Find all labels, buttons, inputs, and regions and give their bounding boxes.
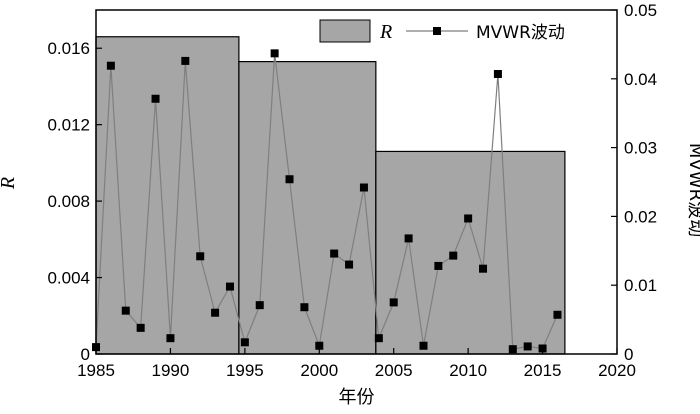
mvwr-point-2009: [449, 251, 458, 260]
x-tick-label: 1990: [152, 361, 190, 380]
mvwr-point-2006: [404, 234, 413, 243]
r-bar-1: [95, 36, 240, 355]
legend-marker-swatch: [433, 27, 441, 35]
mvwr-point-1988: [136, 323, 145, 332]
mvwr-point-2001: [330, 249, 339, 258]
mvwr-point-1992: [196, 252, 205, 261]
mvwr-point-2008: [434, 261, 443, 270]
y-left-tick-label: 0.012: [47, 116, 90, 135]
y-right-tick-label: 0.04: [624, 70, 657, 89]
y-left-tick-label: 0.016: [47, 39, 90, 58]
legend-bar-swatch: [319, 19, 371, 43]
mvwr-point-1989: [151, 94, 160, 103]
y-right-tick-label: 0.01: [624, 276, 657, 295]
y-right-tick-label: 0: [624, 345, 633, 364]
x-tick-label: 1985: [77, 361, 115, 380]
mvwr-point-1990: [166, 334, 175, 343]
legend: R MVWR波动: [319, 19, 565, 43]
legend-line-label: MVWR波动: [476, 23, 565, 43]
y-right-tick-label: 0.03: [624, 139, 657, 158]
y-axis-left: 0 0.004 0.008 0.012 0.016: [47, 39, 102, 364]
mvwr-point-1995: [240, 338, 249, 347]
mvwr-point-1987: [121, 306, 130, 315]
mvwr-point-2007: [419, 341, 428, 350]
mvwr-point-2010: [464, 214, 473, 223]
y-axis-right: 0 0.01 0.02 0.03 0.04 0.05: [611, 1, 657, 364]
x-axis: 1985 1990 1995 2000 2005 2010 2015 2020: [77, 348, 636, 380]
x-tick-label: 2005: [375, 361, 413, 380]
mvwr-point-1997: [270, 49, 279, 58]
mvwr-point-1986: [106, 61, 115, 70]
mvwr-point-2005: [389, 298, 398, 307]
y-left-tick-label: 0.008: [47, 192, 90, 211]
y-right-tick-label: 0.05: [624, 1, 657, 20]
mvwr-point-2003: [359, 183, 368, 192]
y-axis-right-title: MVWR波动: [685, 143, 700, 237]
r-bar-3: [375, 150, 566, 355]
mvwr-point-2004: [374, 334, 383, 343]
mvwr-point-1993: [211, 308, 220, 317]
mvwr-point-1994: [225, 282, 234, 291]
bars-layer: [95, 36, 566, 355]
y-axis-left-title: R: [0, 177, 19, 190]
plot-frame: [95, 9, 618, 355]
mvwr-point-2014: [523, 342, 532, 351]
mvwr-point-1999: [300, 303, 309, 312]
legend-bar-label: R: [379, 21, 392, 43]
mvwr-point-2013: [508, 345, 517, 354]
mvwr-point-2012: [493, 69, 502, 78]
x-tick-label: 2020: [598, 361, 636, 380]
mvwr-point-2000: [315, 341, 324, 350]
x-tick-label: 2000: [300, 361, 338, 380]
x-tick-label: 1995: [226, 361, 264, 380]
x-axis-title: 年份: [339, 387, 375, 408]
y-right-tick-label: 0.02: [624, 207, 657, 226]
mvwr-line: [95, 53, 559, 350]
x-tick-label: 2010: [449, 361, 487, 380]
mvwr-point-1996: [255, 301, 264, 310]
mvwr-line-layer: [95, 53, 559, 350]
mvwr-point-2011: [479, 264, 488, 273]
x-tick-label: 2015: [524, 361, 562, 380]
mvwr-point-2016: [553, 310, 562, 319]
y-left-tick-label: 0: [81, 345, 90, 364]
y-left-tick-label: 0.004: [47, 269, 90, 288]
mvwr-point-1991: [181, 56, 190, 65]
mvwr-point-2002: [345, 260, 354, 269]
mvwr-point-1998: [285, 175, 294, 184]
